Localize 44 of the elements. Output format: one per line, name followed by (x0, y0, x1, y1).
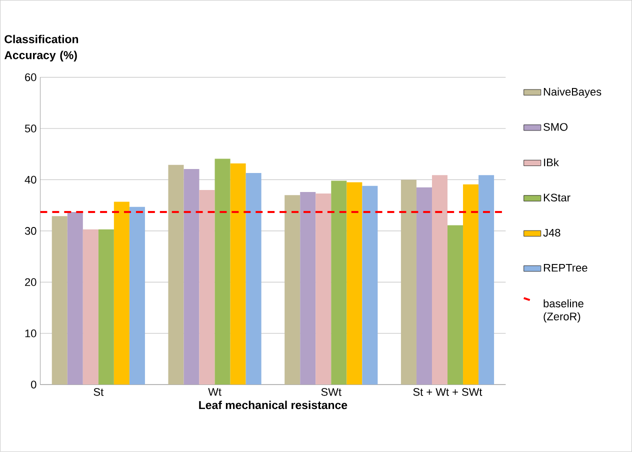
bar (300, 192, 316, 385)
bar (416, 187, 432, 385)
bar (67, 212, 83, 385)
bar (331, 180, 347, 385)
legend-label: REPTree (544, 264, 588, 272)
legend-label: SMO (544, 123, 568, 131)
bar (478, 175, 494, 385)
bar (114, 202, 130, 385)
bar (400, 180, 416, 385)
bar (98, 229, 114, 385)
bar (52, 216, 68, 385)
legend-label: NaiveBayes (544, 88, 602, 98)
x-tick-label: Wt (208, 388, 222, 396)
x-axis-title: Leaf mechanical resistance (199, 400, 348, 410)
bar (432, 175, 448, 385)
y-tick-label: 20 (25, 278, 36, 286)
bar (168, 164, 184, 385)
y-tick-label: 40 (24, 176, 36, 184)
bar (316, 194, 332, 385)
bar (463, 184, 479, 385)
x-tick-label: SWt (321, 388, 342, 396)
bar (448, 225, 464, 385)
bar (199, 190, 215, 385)
x-tick-label: St + Wt + SWt (413, 388, 482, 396)
y-tick-label: 60 (25, 73, 36, 82)
bar (284, 195, 300, 385)
bar (246, 173, 262, 385)
y-tick-label: 50 (24, 124, 36, 132)
bar (230, 163, 246, 385)
y-tick-label: 30 (24, 227, 36, 235)
bar (214, 158, 230, 385)
bar (346, 182, 362, 385)
legend-label: J48 (543, 228, 560, 237)
y-tick-label: 10 (25, 330, 36, 338)
bar (129, 206, 145, 385)
bar (184, 169, 200, 385)
bar (362, 186, 378, 385)
legend-label: baseline (ZeroR) (544, 299, 584, 323)
x-tick-label: St (94, 388, 104, 396)
legend-label: IBk (544, 158, 559, 166)
legend-label: KStar (544, 194, 570, 202)
y-axis-title: Classification Accuracy (%) (4, 34, 78, 62)
y-tick-label: 0 (31, 380, 36, 389)
bar (82, 229, 98, 385)
